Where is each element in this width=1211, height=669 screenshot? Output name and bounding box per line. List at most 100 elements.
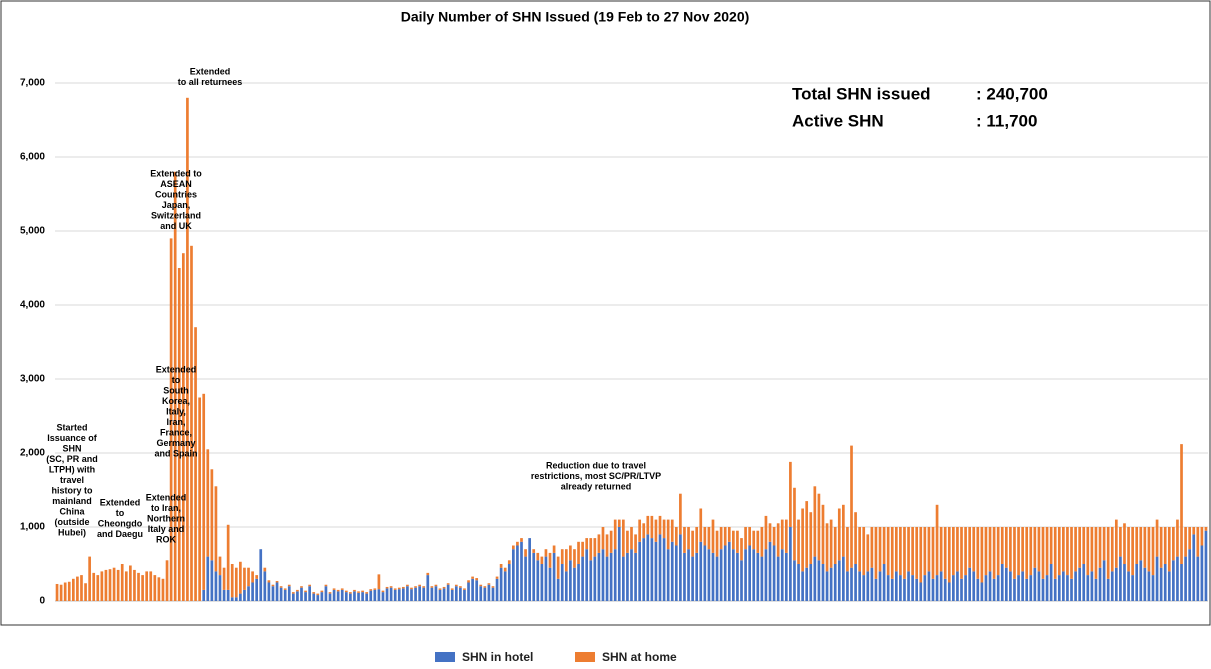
- bar-segment: [1029, 575, 1033, 601]
- bar-segment: [1196, 527, 1200, 557]
- bar-segment: [55, 583, 59, 601]
- bar-segment: [218, 556, 222, 576]
- bar-segment: [463, 589, 466, 601]
- annotation: Extended: [146, 492, 187, 502]
- chart-border: [0, 0, 1211, 626]
- bar-segment: [626, 552, 629, 601]
- bar-segment: [536, 552, 540, 561]
- bar-segment: [919, 527, 923, 583]
- bar-segment: [410, 587, 413, 590]
- bar-segment: [296, 591, 299, 601]
- bar-segment: [1078, 527, 1082, 568]
- bar-segment: [226, 524, 230, 590]
- bar-segment: [662, 538, 666, 601]
- bar-segment: [353, 591, 356, 601]
- bar-segment: [1119, 527, 1122, 557]
- bar-segment: [935, 575, 939, 601]
- bar-segment: [984, 527, 988, 576]
- bar-segment: [304, 590, 307, 593]
- bar-segment: [129, 565, 132, 601]
- y-tick-label: 0: [39, 596, 45, 607]
- bar-segment: [312, 592, 316, 594]
- bar-segment: [858, 571, 861, 601]
- bar-segment: [695, 552, 699, 601]
- bar-segment: [764, 549, 768, 601]
- bar-segment: [161, 578, 165, 601]
- bar-segment: [1021, 527, 1024, 572]
- bar-segment: [768, 523, 772, 542]
- bar-segment: [695, 527, 699, 553]
- bar-segment: [842, 556, 845, 601]
- bar-segment: [1033, 567, 1037, 601]
- bar-segment: [145, 571, 149, 601]
- bar-segment: [711, 519, 715, 553]
- bar-segment: [793, 560, 796, 601]
- bar-segment: [499, 564, 503, 568]
- bar-segment: [899, 575, 902, 601]
- bar-segment: [540, 564, 544, 601]
- bar-segment: [512, 545, 515, 550]
- bar-segment: [222, 567, 226, 590]
- bar-segment: [108, 569, 112, 601]
- bar-segment: [283, 589, 287, 601]
- bar-segment: [1062, 571, 1065, 601]
- bar-segment: [198, 397, 201, 601]
- bar-segment: [1147, 527, 1151, 572]
- bar-segment: [617, 519, 621, 527]
- bar-segment: [373, 589, 377, 601]
- bar-segment: [886, 527, 890, 576]
- bar-segment: [426, 575, 430, 601]
- bar-segment: [300, 586, 303, 588]
- bar-segment: [752, 549, 756, 601]
- bar-segment: [972, 527, 976, 572]
- bar-segment: [520, 541, 523, 601]
- bar-segment: [1045, 527, 1049, 576]
- bar-segment: [96, 575, 100, 601]
- bar-segment: [344, 592, 348, 601]
- bar-segment: [524, 549, 527, 557]
- bar-segment: [817, 493, 821, 561]
- bar-segment: [328, 593, 332, 601]
- bar-segment: [548, 567, 552, 601]
- bar-segment: [960, 527, 963, 579]
- bar-segment: [1192, 527, 1196, 535]
- bar-segment: [544, 556, 548, 601]
- bar-segment: [1123, 523, 1126, 564]
- bar-segment: [658, 515, 662, 535]
- annotation: Switzerland: [151, 210, 201, 220]
- bar-segment: [813, 486, 817, 557]
- bar-segment: [907, 527, 910, 572]
- bar-segment: [1098, 567, 1102, 601]
- bar-segment: [275, 582, 279, 601]
- bar-segment: [316, 593, 320, 596]
- bar-segment: [536, 560, 540, 601]
- bar-segment: [683, 552, 686, 601]
- bar-segment: [674, 545, 678, 601]
- bar-segment: [1053, 578, 1057, 601]
- bar-segment: [381, 592, 385, 601]
- bar-segment: [1078, 567, 1082, 601]
- bar-segment: [642, 523, 646, 539]
- bar-segment: [899, 527, 902, 576]
- bar-segment: [1155, 519, 1159, 557]
- bar-segment: [532, 552, 536, 601]
- bar-segment: [1049, 564, 1053, 601]
- bar-segment: [564, 549, 568, 572]
- bar-segment: [377, 574, 381, 590]
- bar-segment: [699, 541, 703, 601]
- bar-segment: [312, 593, 316, 601]
- annotation: Germany: [156, 438, 195, 448]
- y-tick-label: 5,000: [20, 226, 45, 237]
- annotation: to: [116, 508, 125, 518]
- bar-segment: [560, 564, 564, 601]
- bar-segment: [687, 527, 690, 550]
- bar-segment: [1004, 527, 1008, 568]
- bar-segment: [650, 538, 654, 601]
- bar-segment: [446, 584, 450, 601]
- y-tick-label: 4,000: [20, 300, 45, 311]
- bar-segment: [846, 527, 849, 572]
- bar-segment: [300, 587, 303, 601]
- bar-segment: [475, 578, 479, 581]
- y-tick-label: 1,000: [20, 522, 45, 533]
- bar-segment: [499, 567, 503, 601]
